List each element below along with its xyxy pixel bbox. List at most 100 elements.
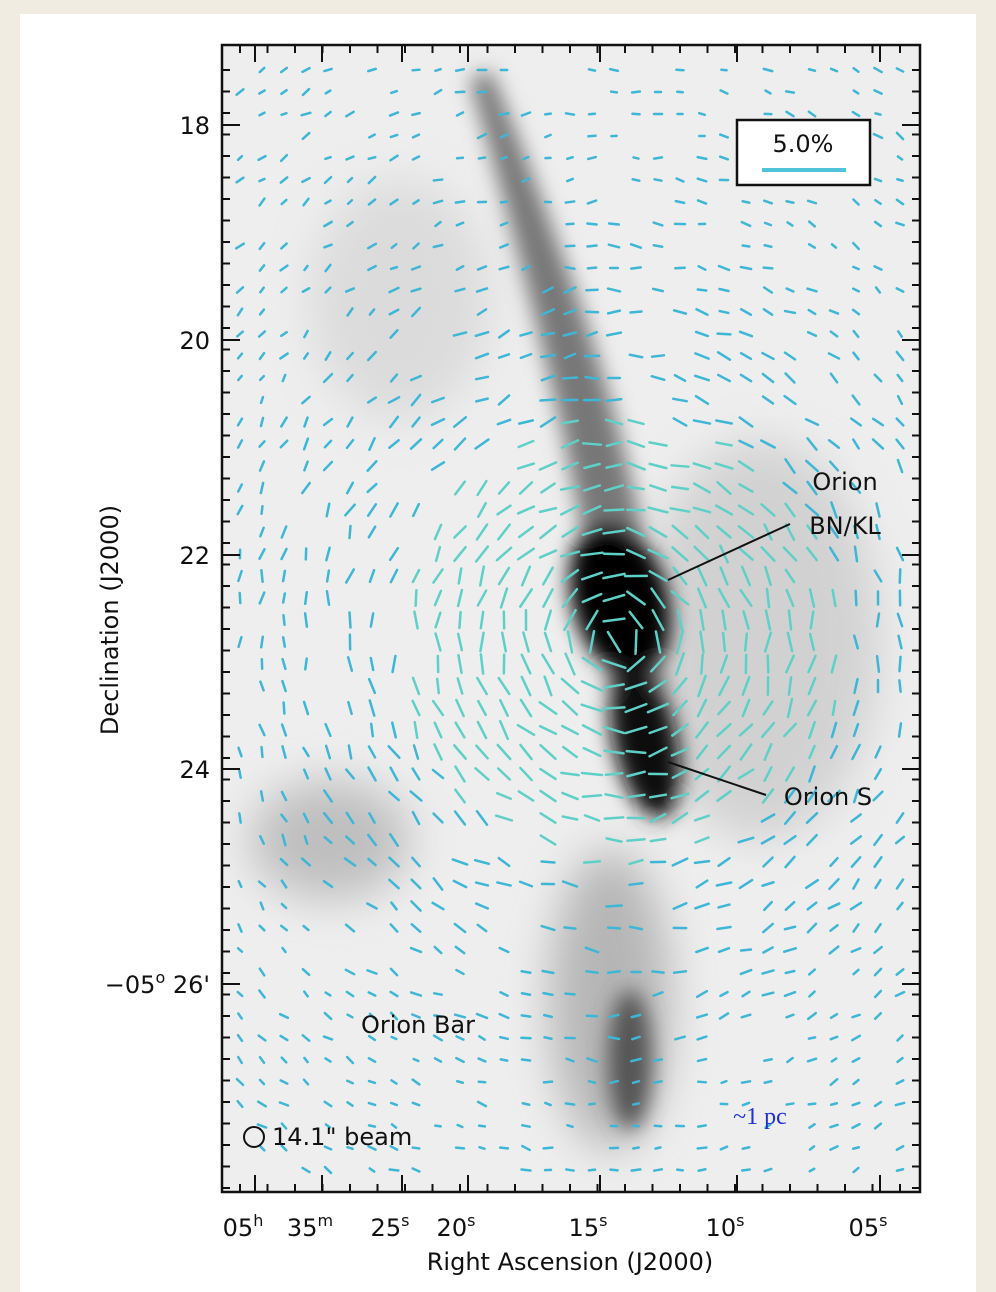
polarization-vector [496,418,512,426]
polarization-vector [762,67,774,73]
polarization-vector [258,89,266,95]
polarization-vector [496,767,512,781]
polarization-vector [543,675,553,697]
polarization-vector [304,657,308,671]
polarization-vector [696,565,708,587]
polarization-vector [807,308,817,316]
polarization-vector [347,744,353,760]
polarization-vector [499,200,509,204]
polarization-vector [238,591,242,605]
polarization-vector [738,723,754,737]
polarization-vector [852,265,860,271]
polarization-vector [521,265,531,271]
polarization-vector [303,460,309,472]
polarization-vector [806,546,818,562]
polarization-vector [539,353,557,359]
polarization-vector [692,419,712,425]
polarization-vector [806,330,818,338]
polarization-vector [631,178,641,182]
polarization-vector [303,416,309,428]
polarization-vector [716,525,732,539]
polarization-vector [259,395,265,405]
polarization-vector [561,700,579,716]
polarization-vector [236,1099,244,1109]
polarization-vector [737,504,755,516]
polarization-vector [433,1057,443,1063]
polarization-vector [586,199,598,205]
polarization-vector [808,765,816,783]
polarization-vector [783,925,797,931]
polarization-vector [322,879,334,889]
polarization-vector [301,1034,311,1042]
polarization-vector [582,484,602,492]
polarization-vector [561,526,579,538]
polarization-vector [348,524,352,540]
polarization-vector [602,725,626,735]
polarization-vector [281,946,287,954]
polarization-vector [496,881,512,887]
polarization-vector [476,308,488,316]
polarization-vector [302,1078,310,1086]
polarization-vector [630,266,642,270]
polarization-vector [760,439,776,449]
polarization-vector [500,631,508,653]
polarization-vector [649,812,667,824]
polarization-vector [806,199,818,205]
polarization-vector [760,503,776,517]
polarization-vector [805,811,819,825]
polarization-vector [648,526,668,538]
polarization-vector [627,418,645,426]
polarization-vector [804,878,820,890]
polarization-vector [740,565,752,587]
polarization-vector [367,175,377,185]
polarization-vector [539,416,557,428]
polarization-vector [478,565,486,587]
polarization-vector [851,394,861,406]
polarization-vector [852,722,860,738]
polarization-vector [477,501,487,519]
polarization-vector [236,417,244,427]
polarization-vector [719,89,729,95]
polarization-vector [606,630,622,654]
polarization-vector [626,793,646,799]
polarization-vector [519,588,533,608]
polarization-vector [258,177,266,183]
polarization-vector [497,481,511,495]
polarization-vector [560,439,580,449]
polarization-vector [453,744,467,760]
polarization-vector [324,110,332,118]
polarization-vector [828,309,840,315]
polarization-vector [896,458,904,474]
polarization-vector [830,501,838,519]
polarization-vector [849,901,863,911]
polarization-vector [850,482,862,494]
polarization-vector [473,858,491,866]
polarization-vector [280,547,288,561]
polarization-vector [411,133,421,139]
polarization-vector [675,652,685,676]
polarization-vector [478,1035,486,1041]
polarization-vector [432,812,444,824]
polarization-vector [257,1034,267,1042]
polarization-vector [538,724,558,736]
polarization-vector [544,1101,552,1107]
polarization-vector [849,835,863,845]
polarization-vector [605,440,623,448]
polarization-vector [452,416,468,428]
polarization-vector [718,675,730,697]
polarization-vector [604,793,624,799]
polarization-vector [235,1077,245,1087]
polarization-vector [476,589,488,607]
polarization-vector [302,700,310,716]
polarization-vector [581,442,603,446]
polarization-vector [280,813,288,823]
polarization-vector [740,1168,752,1172]
polarization-vector [895,546,905,562]
polarization-vector [367,991,377,997]
polarization-vector [498,265,510,271]
polarization-vector [584,310,600,314]
polarization-vector [257,880,267,888]
polarization-vector [652,156,664,160]
polarization-vector [648,793,668,799]
polarization-vector [234,242,246,250]
